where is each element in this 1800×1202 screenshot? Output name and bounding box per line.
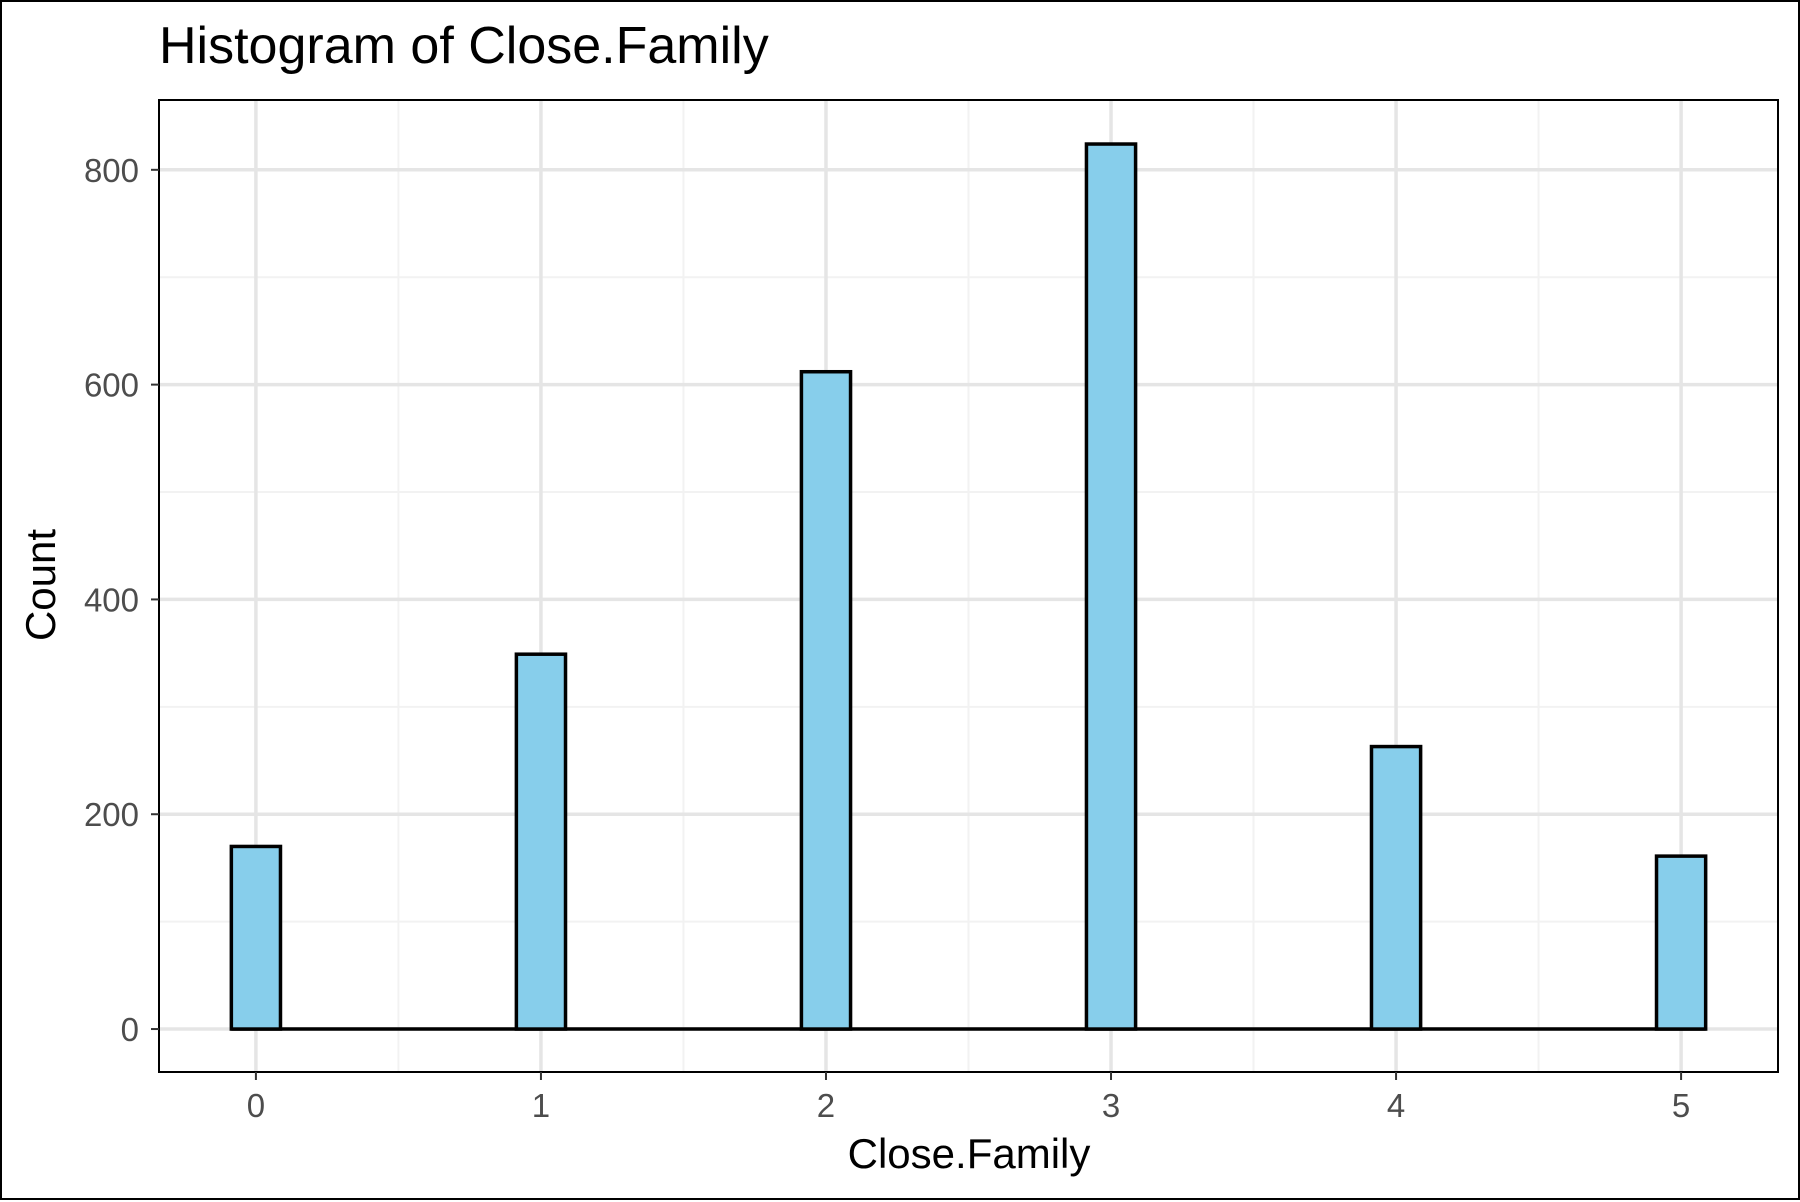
- histogram-bar-4: [1369, 744, 1423, 1031]
- x-tick-label: 4: [1387, 1087, 1405, 1124]
- y-axis-title: Count: [17, 529, 64, 641]
- histogram-bars: [229, 142, 1708, 1031]
- histogram-bar-1: [514, 652, 568, 1031]
- plot-panel-border: [158, 99, 1779, 1073]
- x-axis-tick-labels: 0 1 2 3 4 5: [247, 1087, 1691, 1124]
- x-axis-title: Close.Family: [848, 1130, 1091, 1177]
- x-tick-label: 1: [532, 1087, 550, 1124]
- y-axis-tick-marks: [151, 168, 159, 1031]
- x-tick-label: 2: [817, 1087, 835, 1124]
- x-tick-label: 5: [1672, 1087, 1690, 1124]
- chart-title: Histogram of Close.Family: [159, 17, 769, 75]
- y-tick-label: 800: [84, 152, 139, 189]
- histogram-bar-3: [1084, 142, 1138, 1031]
- y-tick-label: 0: [121, 1011, 139, 1048]
- y-tick-label: 200: [84, 796, 139, 833]
- y-tick-label: 400: [84, 581, 139, 618]
- histogram-bar-2: [799, 369, 853, 1031]
- histogram-bar-5: [1654, 854, 1708, 1031]
- y-tick-label: 600: [84, 367, 139, 404]
- x-axis-tick-marks: [254, 1072, 1683, 1080]
- x-tick-label: 3: [1102, 1087, 1120, 1124]
- x-tick-label: 0: [247, 1087, 265, 1124]
- y-axis-tick-labels: 0 200 400 600 800: [84, 152, 139, 1048]
- histogram-bar-0: [229, 844, 283, 1031]
- minor-gridlines: [159, 100, 1778, 1072]
